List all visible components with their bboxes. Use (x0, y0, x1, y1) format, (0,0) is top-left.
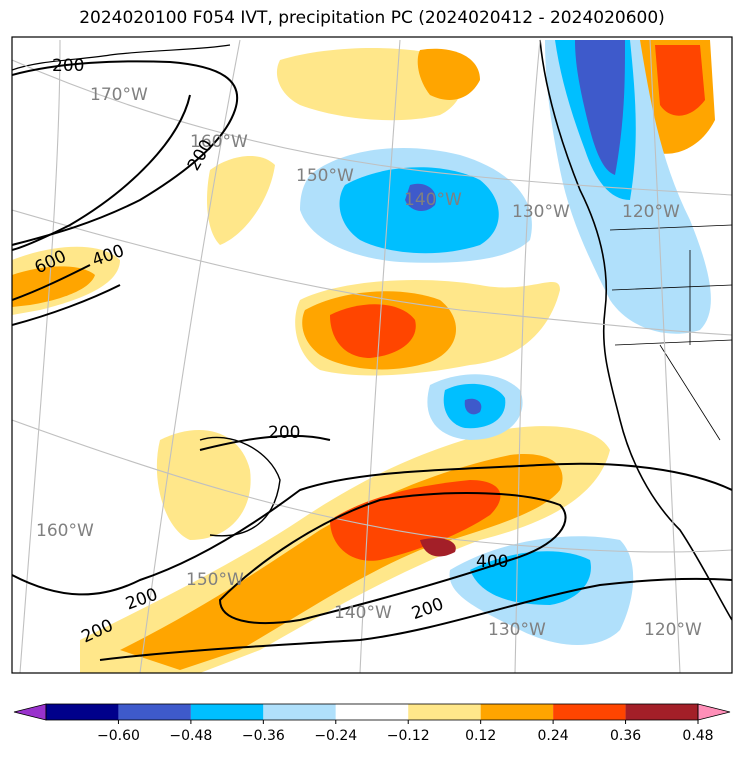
colorbar-bin (263, 704, 336, 720)
colorbar-bin (408, 704, 481, 720)
colorbar: −0.60 −0.48 −0.36 −0.24 −0.12 0.12 0.24 0.36 0.4… (13, 703, 731, 744)
precip-positive-west-strip-core (12, 266, 95, 307)
precip-positive-alaska-max (655, 45, 705, 116)
precip-positive-mid-max (330, 304, 416, 358)
lon-label-150w-bottom: 150°W (186, 570, 244, 590)
colorbar-tick-label: −0.24 (314, 728, 357, 744)
colorbar-bin (553, 704, 626, 720)
colorbar-over-arrow (697, 703, 731, 721)
map-frame (11, 36, 733, 674)
state-border-3 (614, 339, 732, 346)
colorbar-tick-label: 0.36 (610, 728, 641, 744)
ivt-contour-200-south-outer (12, 462, 732, 596)
precip-negative-north-max (405, 183, 436, 212)
precip-positive-north-core (417, 48, 480, 100)
ivt-contour-400-west (12, 284, 121, 326)
lon-label-130w-bottom: 130°W (488, 620, 546, 640)
hawaii-coast (199, 436, 281, 537)
contour-label-200-hawaii: 200 (268, 423, 300, 443)
state-border-4 (659, 344, 721, 441)
colorbar-bin (625, 704, 698, 720)
ivt-contour-200-inner (12, 94, 191, 251)
ivt-contour-200-south-inner (99, 577, 732, 661)
lon-label-130w-top: 130°W (512, 202, 570, 222)
colorbar-bin (335, 704, 409, 720)
aleutian-coast (12, 44, 231, 71)
precip-negative-mid-max (464, 398, 482, 415)
precip-negative-southeast-core (470, 551, 591, 605)
lon-label-140w-bottom: 140°W (334, 603, 392, 623)
state-border-1 (609, 224, 732, 231)
colorbar-tick-label: −0.60 (97, 728, 140, 744)
colorbar-tick-label: 0.24 (538, 728, 569, 744)
precip-positive-southern-max (330, 480, 501, 561)
lon-label-120w-bottom: 120°W (644, 620, 702, 640)
colorbar-bin (480, 704, 554, 720)
north-america-coastline (539, 39, 732, 621)
colorbar-bin (190, 704, 264, 720)
colorbar-tick-label: 0.12 (465, 728, 496, 744)
ivt-contour-600 (12, 264, 91, 301)
contour-label-400-south: 400 (476, 552, 508, 572)
ivt-contours (12, 60, 732, 661)
state-border-2 (611, 284, 732, 291)
map-title: 2024020100 F054 IVT, precipitation PC (2… (79, 8, 665, 28)
colorbar-under-arrow (13, 703, 47, 721)
lon-label-160w-bottom: 160°W (36, 521, 94, 541)
ivt-contour-400-south (218, 492, 567, 625)
precip-positive-southern-peak (420, 538, 456, 557)
colorbar-bin (118, 704, 191, 720)
colorbar-bin (46, 704, 119, 720)
lon-label-170w: 170°W (90, 85, 148, 105)
colorbar-tick-label: −0.12 (387, 728, 430, 744)
lon-label-160w-top: 160°W (190, 132, 248, 152)
precip-positive-north-region (276, 48, 463, 121)
lon-label-140w-top: 140°W (404, 190, 462, 210)
lon-label-120w-top: 120°W (622, 202, 680, 222)
precip-positive-west-patch (156, 430, 251, 540)
precip-negative-coastal-max (575, 40, 625, 175)
colorbar-tick-label: −0.36 (242, 728, 285, 744)
lon-label-150w-top: 150°W (296, 166, 354, 186)
colorbar-tick-label: 0.48 (682, 728, 713, 744)
colorbar-frame (45, 703, 699, 721)
ivt-contour-200-hawaii (199, 434, 331, 451)
ivt-contour-200-north (12, 60, 239, 246)
colorbar-tick-label: −0.48 (169, 728, 212, 744)
contour-label-200-nw: 200 (52, 56, 84, 76)
precip-positive-small-1 (207, 155, 275, 245)
